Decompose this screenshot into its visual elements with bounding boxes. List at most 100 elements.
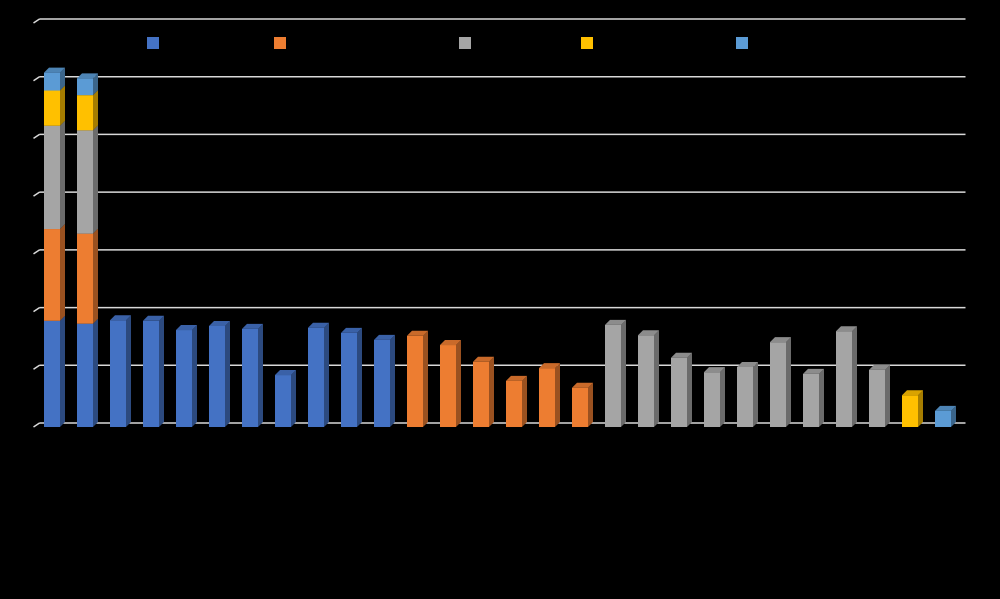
bar — [341, 332, 357, 427]
bar — [671, 357, 687, 427]
y-tick — [33, 18, 40, 24]
bar-side — [588, 382, 593, 427]
bar — [77, 233, 93, 324]
bar-side — [885, 364, 890, 427]
bar-side — [555, 363, 560, 427]
bar — [110, 320, 126, 427]
bar-side — [225, 321, 230, 427]
bar — [902, 395, 918, 427]
bar-top — [44, 67, 65, 73]
bar — [44, 229, 60, 321]
bar — [44, 125, 60, 230]
y-tick — [33, 422, 40, 428]
legend-marker — [274, 37, 286, 49]
bar-top — [572, 382, 593, 388]
bar-top — [902, 390, 923, 396]
bar — [374, 339, 390, 427]
bar-side — [93, 318, 98, 427]
bar — [506, 380, 522, 427]
bar-side — [753, 361, 758, 427]
bar — [737, 366, 753, 427]
bar-side — [786, 337, 791, 427]
bar-top — [737, 361, 758, 367]
y-tick — [33, 191, 40, 197]
y-tick — [33, 249, 40, 255]
legend-marker — [581, 37, 593, 49]
bar-side — [159, 315, 164, 427]
bar-side — [93, 73, 98, 96]
bar-top — [506, 375, 527, 381]
bar-top — [242, 323, 263, 329]
bar — [869, 369, 885, 427]
bar-side — [852, 326, 857, 427]
bar — [44, 320, 60, 427]
bar-side — [60, 315, 65, 427]
bar-top — [440, 340, 461, 346]
bar-side — [456, 340, 461, 427]
bar-side — [60, 224, 65, 321]
bar — [44, 72, 60, 91]
y-tick — [33, 133, 40, 140]
bar — [242, 328, 258, 427]
bar — [77, 323, 93, 427]
bar-top — [110, 315, 131, 321]
bar-side — [357, 327, 362, 427]
bar-side — [390, 334, 395, 427]
bar — [539, 368, 555, 427]
bar-side — [93, 90, 98, 131]
bar-top — [935, 405, 956, 411]
bar — [638, 335, 654, 427]
bar — [308, 327, 324, 427]
bar-side — [60, 67, 65, 91]
bar-side — [720, 367, 725, 427]
bar-top — [671, 352, 692, 358]
bar-top — [308, 322, 329, 328]
bar-top — [704, 367, 725, 373]
legend-marker — [736, 37, 748, 49]
bar — [44, 90, 60, 126]
bar-side — [126, 315, 131, 427]
bar-side — [423, 330, 428, 427]
bar-top — [176, 325, 197, 331]
bar-top — [770, 337, 791, 343]
bar — [275, 375, 291, 427]
bar-top — [473, 356, 494, 362]
bar-top — [539, 363, 560, 369]
bar-top — [275, 370, 296, 376]
y-tick — [33, 364, 40, 370]
bar — [407, 335, 423, 427]
bar-top — [143, 315, 164, 321]
bar — [440, 345, 456, 427]
bar-top — [341, 327, 362, 333]
bar-side — [93, 125, 98, 234]
bar-side — [93, 228, 98, 324]
bar-top — [77, 73, 98, 79]
bar — [803, 373, 819, 427]
bar-top — [605, 319, 626, 325]
y-tick — [33, 306, 40, 313]
bar-top — [803, 368, 824, 374]
bar-top — [407, 330, 428, 336]
bar-top — [836, 326, 857, 332]
bar-side — [291, 370, 296, 427]
y-tick — [33, 76, 40, 82]
bar — [572, 387, 588, 427]
bar-side — [621, 319, 626, 427]
bar — [473, 361, 489, 427]
bar-side — [819, 368, 824, 427]
bar — [836, 331, 852, 427]
bar-side — [489, 356, 494, 427]
bar-top — [638, 330, 659, 336]
bar-side — [687, 352, 692, 427]
bar — [704, 372, 720, 427]
bar — [77, 95, 93, 131]
bar — [77, 78, 93, 96]
bar-top — [209, 321, 230, 326]
bar-side — [918, 390, 923, 427]
bar-side — [258, 323, 263, 427]
bar-side — [192, 325, 197, 427]
bar — [935, 410, 951, 427]
bar — [77, 130, 93, 234]
